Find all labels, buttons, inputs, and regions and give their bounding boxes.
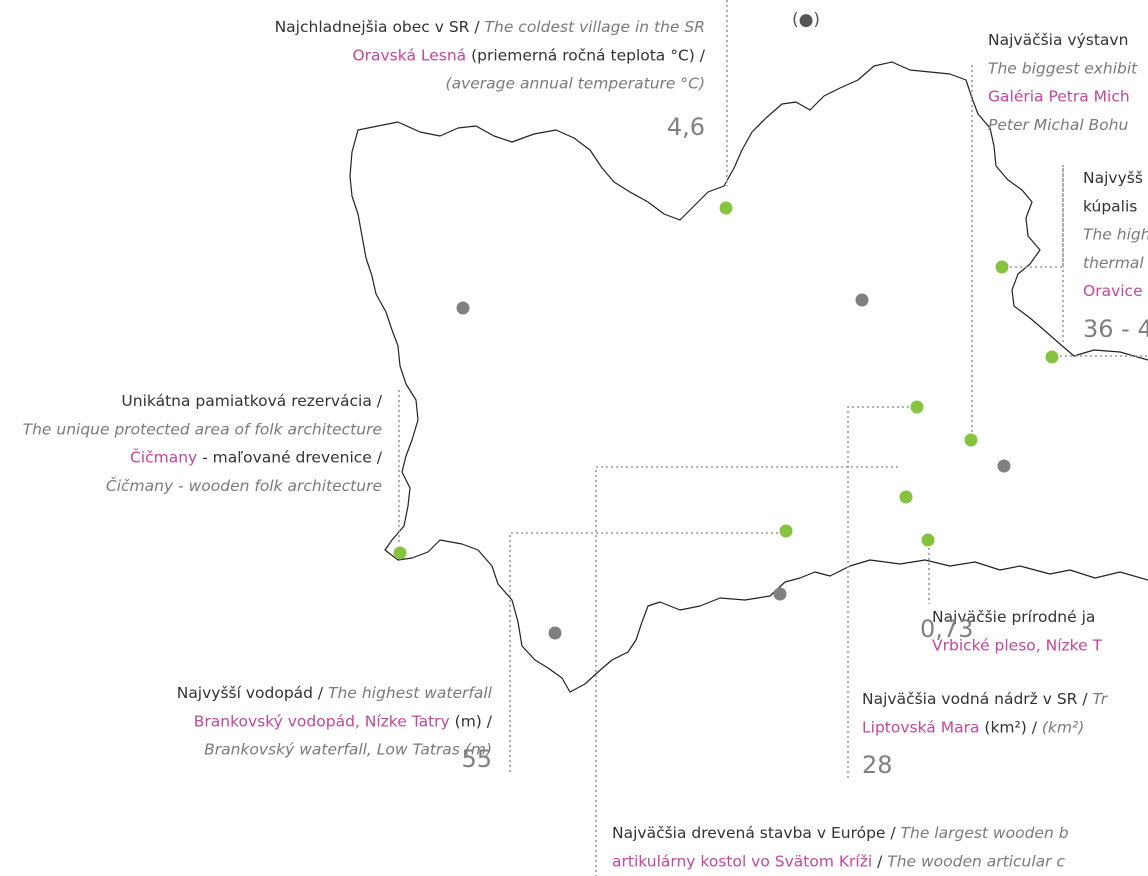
text-segment: Peter Michal Bohu [988,115,1128,133]
leader-line [509,532,778,772]
text-segment: Najvyšš [1083,169,1143,187]
text-segment: (m) / [450,712,493,730]
text-segment: Čičmany - wooden folk architecture [106,475,382,494]
text-segment: The unique protected area of folk archit… [23,420,382,438]
annotation-line: Najchladnejšia obec v SR / The coldest v… [275,18,705,36]
annotation-line: The biggest exhibit [988,59,1138,77]
text-segment: kúpalis [1083,197,1137,215]
text-segment: Vrbické pleso, Nízke T [932,636,1103,654]
annotation-line: Najväčšie prírodné ja [932,608,1095,626]
annotation-line: Brankovský vodopád, Nízke Tatry (m) / [194,712,493,730]
annotation: Najväčšie prírodné ja Vrbické pleso, Nízk… [920,608,1103,654]
text-segment: thermal [1083,253,1144,271]
text-segment: Najväčšia drevená stavba v Európe / [612,824,901,842]
point [855,293,869,307]
text-segment: Liptovská Mara [862,718,979,736]
annotation: Unikátna pamiatková rezervácia / The uniq… [23,392,383,495]
text-segment: Najvyšší vodopád / [177,684,328,702]
region-outline [349,61,1148,693]
annotation-value: 4,6 [667,113,705,141]
annotation-line: (average annual temperature °C) [446,74,705,92]
point [548,626,562,640]
text-segment: The coldest village in the SR [485,18,705,36]
text-segment: The highest waterfall [328,684,493,702]
annotation-line: Peter Michal Bohu [988,115,1128,133]
text-segment: Tr [1093,690,1109,708]
annotation-value: 0,73 [920,615,973,643]
text-segment: (km²) / [979,718,1041,736]
grey-points [456,293,1011,640]
text-segment: Unikátna pamiatková rezervácia / [121,392,382,410]
annotation-line: Oravská Lesná (priemerná ročná teplota °… [352,46,705,64]
annotation-value: 36 - 4 [1083,315,1148,343]
text-segment: Oravice [1083,282,1143,300]
point [719,201,733,215]
annotation: Najväčšia drevená stavba v Európe / The … [612,824,1069,870]
text-segment: Brankovský vodopád, Nízke Tatry [194,712,450,730]
text-segment: artikulárny kostol vo Svätom Kríži [612,852,872,870]
point [773,587,787,601]
point [997,459,1011,473]
text-segment: Najchladnejšia obec v SR / [275,18,485,36]
annotation-value: 55 [461,745,492,773]
text-segment: The wooden articular c [887,852,1065,870]
annotation: Najväčšia výstavn The biggest exhibit Galé… [988,31,1138,134]
leader-lines [398,0,1148,876]
text-segment: (km²) [1042,718,1084,736]
point [899,490,913,504]
text-segment: Galéria Petra Mich [988,87,1130,105]
annotation-line: Liptovská Mara (km²) / (km²) [862,718,1084,736]
annotation-line: Vrbické pleso, Nízke T [932,636,1103,654]
annotation-line: Oravice [1083,282,1143,300]
annotation-line: The high [1083,225,1148,243]
annotation-line: kúpalis [1083,197,1137,215]
annotation-line: Najväčšia drevená stavba v Európe / The … [612,824,1069,842]
point [779,524,793,538]
point [910,400,924,414]
text-segment: The largest wooden b [901,824,1069,842]
text-segment: Najväčšia výstavn [988,31,1128,49]
annotation-line: Unikátna pamiatková rezervácia / [121,392,382,410]
annotation-line: Najväčšia výstavn [988,31,1128,49]
point [995,260,1009,274]
point [393,546,407,560]
text-segment: Brankovský waterfall, Low Tatras (m) [204,740,492,758]
annotation-line: Najväčšia vodná nádrž v SR / Tr [862,690,1109,708]
annotation-line: Galéria Petra Mich [988,87,1130,105]
point [1045,350,1059,364]
annotation-line: The unique protected area of folk archit… [23,420,382,438]
green-points [393,201,1059,560]
text-segment: / [872,852,887,870]
annotation-line: Najvyšší vodopád / The highest waterfall [177,684,493,702]
annotation-line: Čičmany - wooden folk architecture [106,475,382,494]
text-segment: - maľované drevenice / [197,448,383,466]
text-segment: Najväčšia vodná nádrž v SR / [862,690,1093,708]
text-segment: Oravská Lesná [352,46,466,64]
leader-line [595,466,898,876]
legend-symbol: (●) [792,10,820,30]
text-segment: (average annual temperature °C) [446,74,705,92]
annotation-line: thermal [1083,253,1144,271]
leader-line [847,406,909,778]
text-segment: The biggest exhibit [988,59,1138,77]
point [456,301,470,315]
text-segment: Čičmany [130,447,197,466]
annotation: Najväčšia vodná nádrž v SR / Tr Liptovská… [862,690,1109,780]
annotation-value: 28 [862,751,893,779]
annotation-line: Čičmany - maľované drevenice / [130,447,383,466]
annotation-line: Brankovský waterfall, Low Tatras (m) [204,740,492,758]
text-segment: (priemerná ročná teplota °C) / [466,46,706,64]
annotation: Najchladnejšia obec v SR / The coldest v… [275,18,706,142]
text-segment: The high [1083,225,1148,243]
annotation: Najvyšš kúpalis The high thermal Oravice 36 -… [1083,169,1148,344]
leader-line [1010,165,1064,342]
point [921,533,935,547]
annotation: Najvyšší vodopád / The highest waterfall… [177,684,493,774]
point [964,433,978,447]
text-segment: Najväčšie prírodné ja [932,608,1095,626]
annotation-line: artikulárny kostol vo Svätom Kríži / The… [612,852,1065,870]
annotation-line: Najvyšš [1083,169,1143,187]
